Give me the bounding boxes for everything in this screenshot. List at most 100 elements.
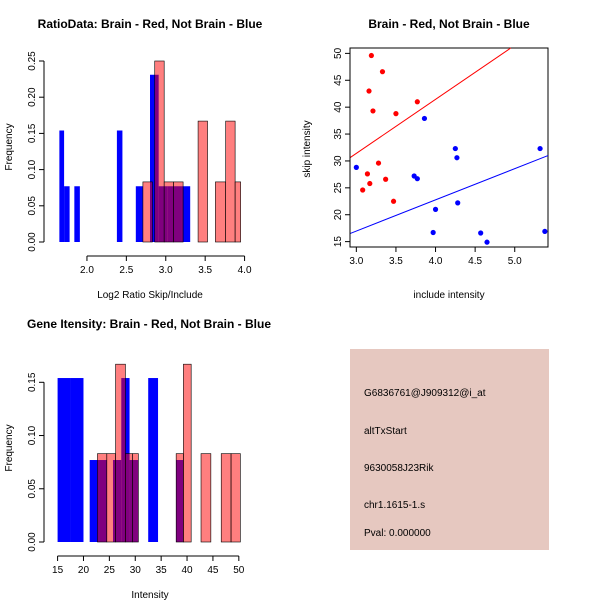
scatter-y-tick-label: 35 [333,128,344,140]
ratio-x-tick-label: 4.0 [238,265,252,276]
scatter-y-tick-label: 50 [333,47,344,59]
scatter-x-axis: 3.0 3.5 4.0 4.5 5.0 [349,246,522,267]
scatter-y-axis: 15 20 25 30 35 40 45 50 [333,47,351,248]
scatter-point-brain [414,99,420,105]
scatter-point-not-brain [421,115,428,122]
gene-bar-brain [200,453,212,543]
scatter-point-brain [393,111,399,117]
gene-bar-brain [175,453,184,543]
ratio-ylabel: Frequency [4,123,15,170]
scatter-point-not-brain [455,200,461,206]
gene-y-tick-label: 0.15 [27,372,38,392]
scatter-point-brain [383,176,389,182]
ratio-bar-not-brain [116,130,123,242]
gene-y-tick-label: 0.05 [27,479,38,499]
scatter-points [353,52,548,245]
gene-bar-not-brain [148,378,159,542]
gene-x-tick-label: 20 [78,565,90,576]
scatter-point-not-brain [454,155,460,161]
ratio-bar-not-brain [74,186,80,242]
ratio-x-tick-label: 3.0 [159,265,173,276]
gene-ylabel: Frequency [4,424,15,471]
scatter-fit-lines [349,47,549,235]
scatter-ylabel: skip intensity [302,120,313,177]
ratio-bar-not-brain [59,130,65,242]
gene-x-axis: 15 20 25 30 35 40 45 50 [52,555,245,576]
ratio-histogram: RatioData: Brain - Red, Not Brain - Blue… [4,17,263,301]
ratio-y-tick-label: 0.25 [27,51,38,71]
scatter-y-tick-label: 20 [333,209,344,221]
gene-bar-brain [220,453,232,543]
gene-bars [57,363,241,543]
scatter-point-brain [360,187,366,193]
gene-histogram: Gene Itensity: Brain - Red, Not Brain - … [4,317,271,600]
ratio-y-axis: 0.00 0.05 0.10 0.15 0.20 0.25 [27,51,45,252]
gene-bar-not-brain [70,378,84,542]
gene-x-tick-label: 45 [207,565,219,576]
gene-y-axis: 0.00 0.05 0.10 0.15 [27,372,45,552]
ratio-y-tick-label: 0.15 [27,123,38,143]
gene-title: Gene Itensity: Brain - Red, Not Brain - … [27,317,271,331]
ratio-bar-brain [197,120,208,243]
ratio-y-tick-label: 0.20 [27,87,38,107]
gene-symbol: 9630058J23Rik [364,463,434,474]
gene-bar-brain [125,453,133,543]
scatter-point-brain [379,69,386,75]
ratio-bar-brain [225,120,236,243]
ratio-title: RatioData: Brain - Red, Not Brain - Blue [38,17,263,31]
gene-x-tick-label: 30 [130,565,142,576]
gene-y-tick-label: 0.00 [27,532,38,552]
scatter-x-tick-label: 4.0 [429,256,443,267]
info-panel: G6836761@J909312@i_at altTxStart 9630058… [350,349,549,550]
gene-x-tick-label: 40 [181,565,193,576]
ratio-bar-not-brain [150,74,159,242]
info-panel-background [350,349,549,550]
gene-bar-brain [183,363,192,543]
gene-bar-brain [132,453,139,543]
ratio-bar-brain [154,60,165,243]
ratio-bar-not-brain [64,186,70,242]
gene-y-tick-label: 0.10 [27,425,38,445]
scatter-point-brain [370,108,376,114]
ratio-x-tick-label: 2.5 [119,265,133,276]
fit-line-blue [349,155,549,235]
ratio-bars [59,60,241,243]
gene-bar-brain [97,453,108,543]
scatter-plot: Brain - Red, Not Brain - Blue 3.0 3.5 4.0 4… [302,17,549,301]
p-value: Pval: 0.000000 [364,528,431,539]
scatter-frame [349,47,549,248]
scatter-point-brain [368,52,374,59]
scatter-y-tick-label: 30 [333,155,344,167]
ratio-y-tick-label: 0.00 [27,232,38,252]
gene-bar-brain [106,453,116,543]
scatter-point-brain [367,180,373,187]
probe-id: G6836761@J909312@i_at [364,388,486,399]
gene-bar-not-brain [89,460,100,542]
gene-bar-brain [230,453,241,543]
scatter-point-brain [364,171,371,177]
gene-bar-brain [115,363,126,543]
ratio-bar-brain [234,181,241,243]
genomic-location: chr1.1615-1.s [364,500,425,511]
ratio-bar-brain [142,181,153,243]
scatter-xlabel: include intensity [413,290,484,301]
scatter-point-not-brain [478,230,484,236]
scatter-point-brain [390,198,397,204]
ratio-bar-not-brain [135,186,143,242]
gene-bar-not-brain [57,378,71,542]
scatter-point-not-brain [537,145,543,152]
ratio-bar-brain [215,181,226,243]
scatter-y-tick-label: 25 [333,182,344,194]
fit-line-red [349,47,512,159]
scatter-point-not-brain [414,176,420,182]
scatter-y-tick-label: 15 [333,236,344,248]
scatter-y-tick-label: 45 [333,74,344,86]
ratio-xlabel: Log2 Ratio Skip/Include [97,290,203,301]
gene-x-tick-label: 25 [104,565,116,576]
scatter-point-not-brain [484,239,490,245]
gene-xlabel: Intensity [131,590,168,600]
scatter-x-tick-label: 3.5 [389,256,403,267]
scatter-x-tick-label: 5.0 [508,256,522,267]
ratio-x-tick-label: 3.5 [198,265,212,276]
